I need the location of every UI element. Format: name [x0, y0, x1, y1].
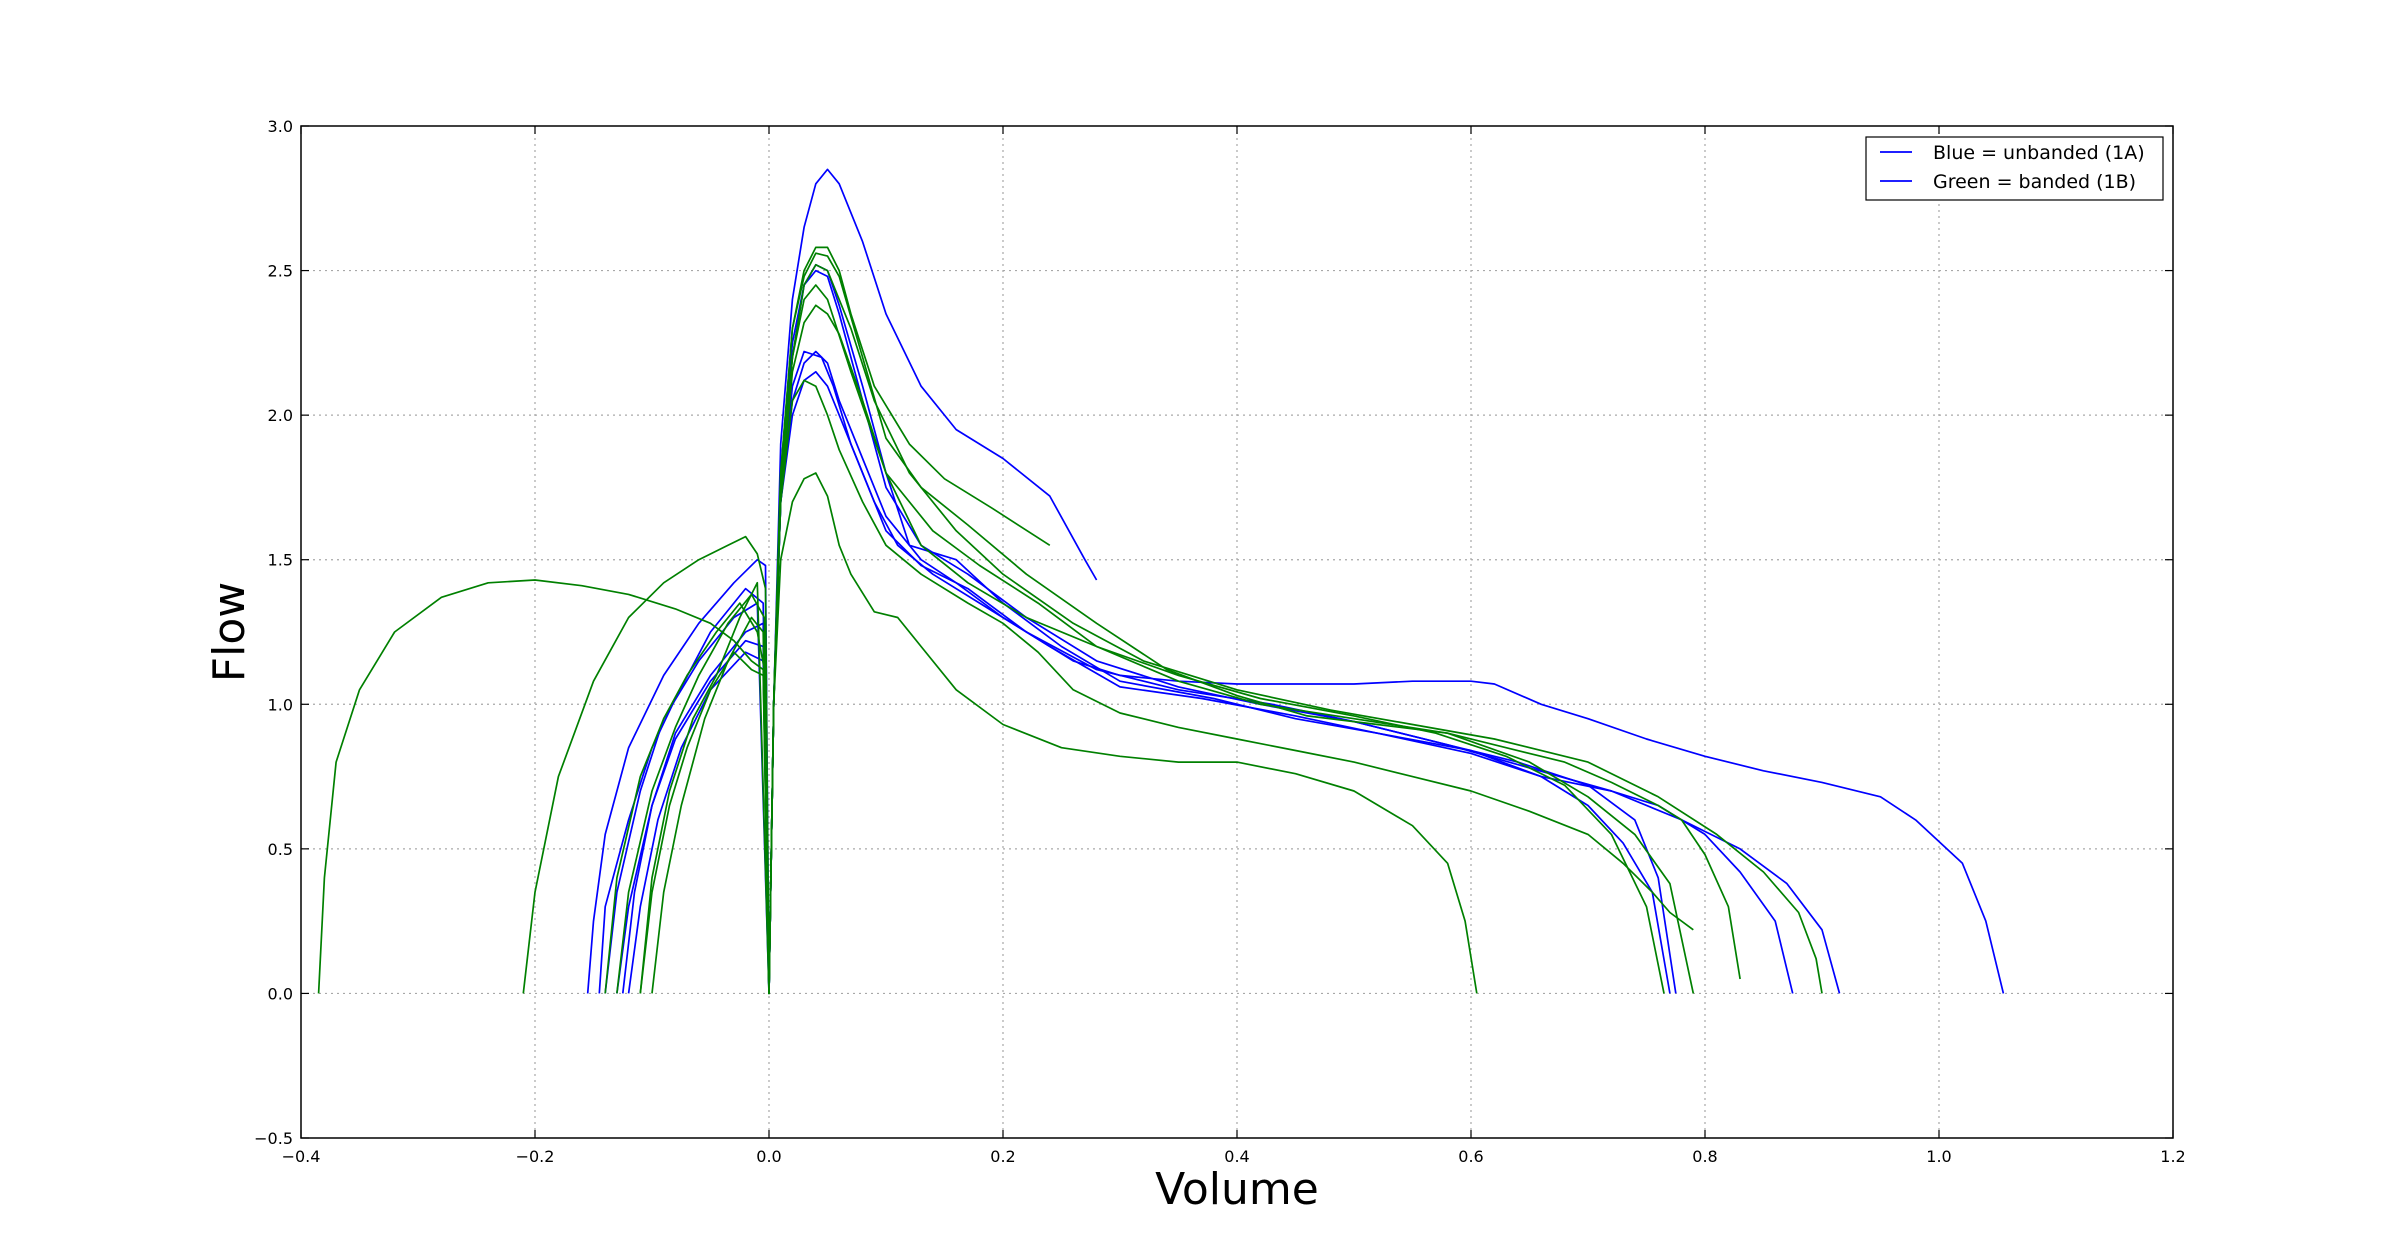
- x-axis-label: Volume: [1155, 1164, 1319, 1215]
- banded-curve-11: [604, 284, 1695, 995]
- y-tick-label: 2.5: [268, 262, 293, 281]
- x-tick-label: 0.0: [756, 1147, 781, 1166]
- y-tick-label: −0.5: [254, 1129, 293, 1148]
- banded-curve-7: [522, 379, 1694, 995]
- y-tick-label: 0.0: [268, 984, 293, 1003]
- x-tick-label: 1.0: [1926, 1147, 1951, 1166]
- x-tick-labels: −0.4 −0.2 0.0 0.2 0.4 0.6 0.8 1.0 1.2: [282, 1147, 2186, 1166]
- x-tick-label: 1.2: [2160, 1147, 2185, 1166]
- y-tick-label: 0.5: [268, 840, 293, 859]
- y-tick-label: 1.0: [268, 695, 293, 714]
- x-tick-label: 0.2: [990, 1147, 1015, 1166]
- banded-curve-6: [317, 472, 1478, 995]
- x-tick-label: −0.4: [282, 1147, 321, 1166]
- y-tick-label: 3.0: [268, 117, 293, 136]
- unbanded-curve-4: [621, 350, 1671, 995]
- banded-curve-12: [616, 263, 1823, 995]
- y-axis-label: Flow: [204, 582, 255, 682]
- unbanded-curve-0: [586, 168, 1098, 995]
- unbanded-curve-2: [604, 269, 1841, 995]
- x-tick-label: −0.2: [516, 1147, 555, 1166]
- y-tick-label: 2.0: [268, 406, 293, 425]
- y-tick-labels: −0.5 0.0 0.5 1.0 1.5 2.0 2.5 3.0: [254, 117, 293, 1148]
- legend-label: Blue = unbanded (1A): [1933, 142, 2145, 164]
- y-tick-label: 1.5: [268, 551, 293, 570]
- series-layer: [317, 168, 2005, 995]
- x-tick-label: 0.4: [1224, 1147, 1249, 1166]
- legend-label: Green = banded (1B): [1933, 171, 2136, 193]
- x-tick-label: 0.8: [1692, 1147, 1717, 1166]
- legend: Blue = unbanded (1A) Green = banded (1B): [1865, 136, 2164, 201]
- x-tick-label: 0.6: [1458, 1147, 1483, 1166]
- ticks: [300, 125, 2174, 1139]
- legend-box: [1865, 136, 2164, 201]
- banded-curve-10: [651, 304, 1665, 995]
